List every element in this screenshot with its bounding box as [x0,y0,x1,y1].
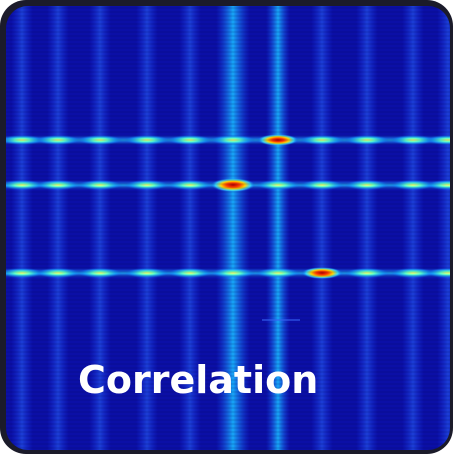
page: Correlation (() => { const data = JSON.p… [0,0,453,454]
correlation-tile[interactable]: Correlation [0,0,453,454]
tile-label: Correlation [78,358,318,402]
hot-peak [302,267,342,279]
